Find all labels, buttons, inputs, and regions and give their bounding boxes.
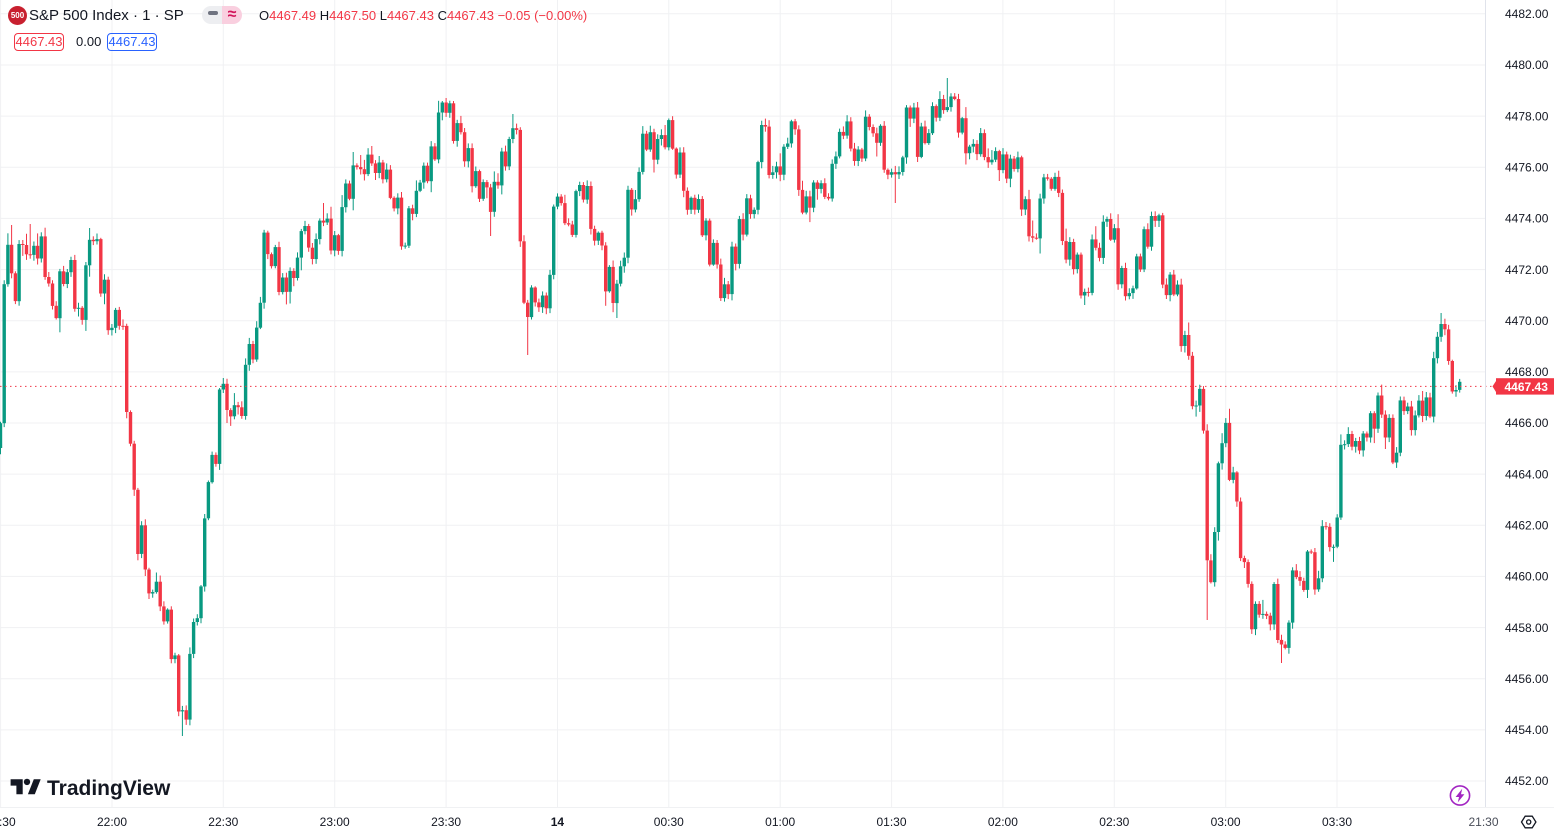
svg-text:00:30: 00:30 bbox=[654, 815, 684, 829]
svg-text:4454.00: 4454.00 bbox=[1505, 723, 1549, 737]
svg-text:02:30: 02:30 bbox=[1099, 815, 1129, 829]
svg-text:TradingView: TradingView bbox=[47, 777, 171, 800]
svg-text:4452.00: 4452.00 bbox=[1505, 774, 1549, 788]
svg-text:02:00: 02:00 bbox=[988, 815, 1018, 829]
svg-text:01:00: 01:00 bbox=[765, 815, 795, 829]
svg-text:14: 14 bbox=[551, 815, 565, 829]
svg-text:4456.00: 4456.00 bbox=[1505, 672, 1549, 686]
svg-text:01:30: 01:30 bbox=[876, 815, 906, 829]
svg-text:23:30: 23:30 bbox=[431, 815, 461, 829]
svg-text:21:30: 21:30 bbox=[1468, 815, 1498, 829]
svg-text:4470.00: 4470.00 bbox=[1505, 314, 1549, 328]
svg-text:22:30: 22:30 bbox=[208, 815, 238, 829]
svg-text:4462.00: 4462.00 bbox=[1505, 519, 1549, 533]
svg-text:4468.00: 4468.00 bbox=[1505, 365, 1549, 379]
svg-text:4466.00: 4466.00 bbox=[1505, 416, 1549, 430]
svg-text:4482.00: 4482.00 bbox=[1505, 7, 1549, 21]
svg-text:4474.00: 4474.00 bbox=[1505, 212, 1549, 226]
svg-text:4464.00: 4464.00 bbox=[1505, 467, 1549, 481]
svg-text:4472.00: 4472.00 bbox=[1505, 263, 1549, 277]
svg-text:4458.00: 4458.00 bbox=[1505, 621, 1549, 635]
svg-text:03:30: 03:30 bbox=[1322, 815, 1352, 829]
svg-text:03:00: 03:00 bbox=[1211, 815, 1241, 829]
svg-text:4476.00: 4476.00 bbox=[1505, 160, 1549, 174]
svg-text:4478.00: 4478.00 bbox=[1505, 109, 1549, 123]
svg-text:22:00: 22:00 bbox=[97, 815, 127, 829]
svg-text:4467.43: 4467.43 bbox=[1505, 380, 1549, 394]
svg-text:4460.00: 4460.00 bbox=[1505, 570, 1549, 584]
svg-text:4480.00: 4480.00 bbox=[1505, 58, 1549, 72]
svg-text:21:30: 21:30 bbox=[0, 815, 16, 829]
svg-text:23:00: 23:00 bbox=[320, 815, 350, 829]
